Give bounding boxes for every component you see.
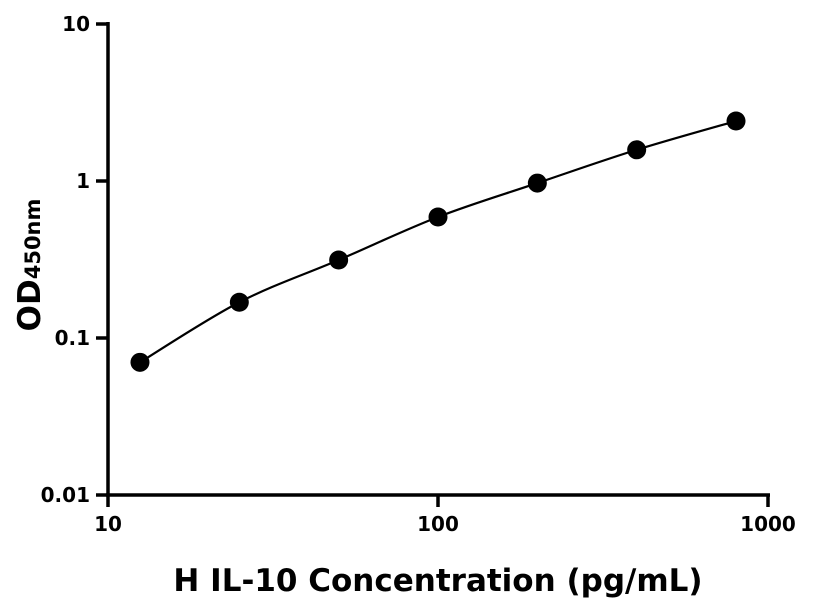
y-axis-title-subscript: 450nm	[21, 199, 45, 280]
y-axis-title-main: OD	[12, 279, 48, 331]
y-tick-label: 0.1	[55, 326, 90, 350]
data-point	[229, 292, 249, 312]
y-tick-label: 10	[62, 12, 90, 36]
x-tick-label: 100	[417, 512, 459, 536]
data-point	[329, 250, 349, 270]
fit-curve	[139, 119, 737, 364]
x-tick-label: 10	[94, 512, 122, 536]
data-point	[130, 352, 150, 372]
x-axis-title: H IL-10 Concentration (pg/mL)	[173, 563, 702, 599]
data-point	[428, 207, 448, 227]
y-tick-label: 1	[76, 169, 90, 193]
x-tick-label: 1000	[740, 512, 796, 536]
y-axis-title: OD450nm	[12, 199, 48, 332]
data-point	[527, 173, 547, 193]
y-tick-label: 0.01	[41, 483, 90, 507]
data-point	[726, 111, 746, 131]
data-point	[627, 140, 647, 160]
